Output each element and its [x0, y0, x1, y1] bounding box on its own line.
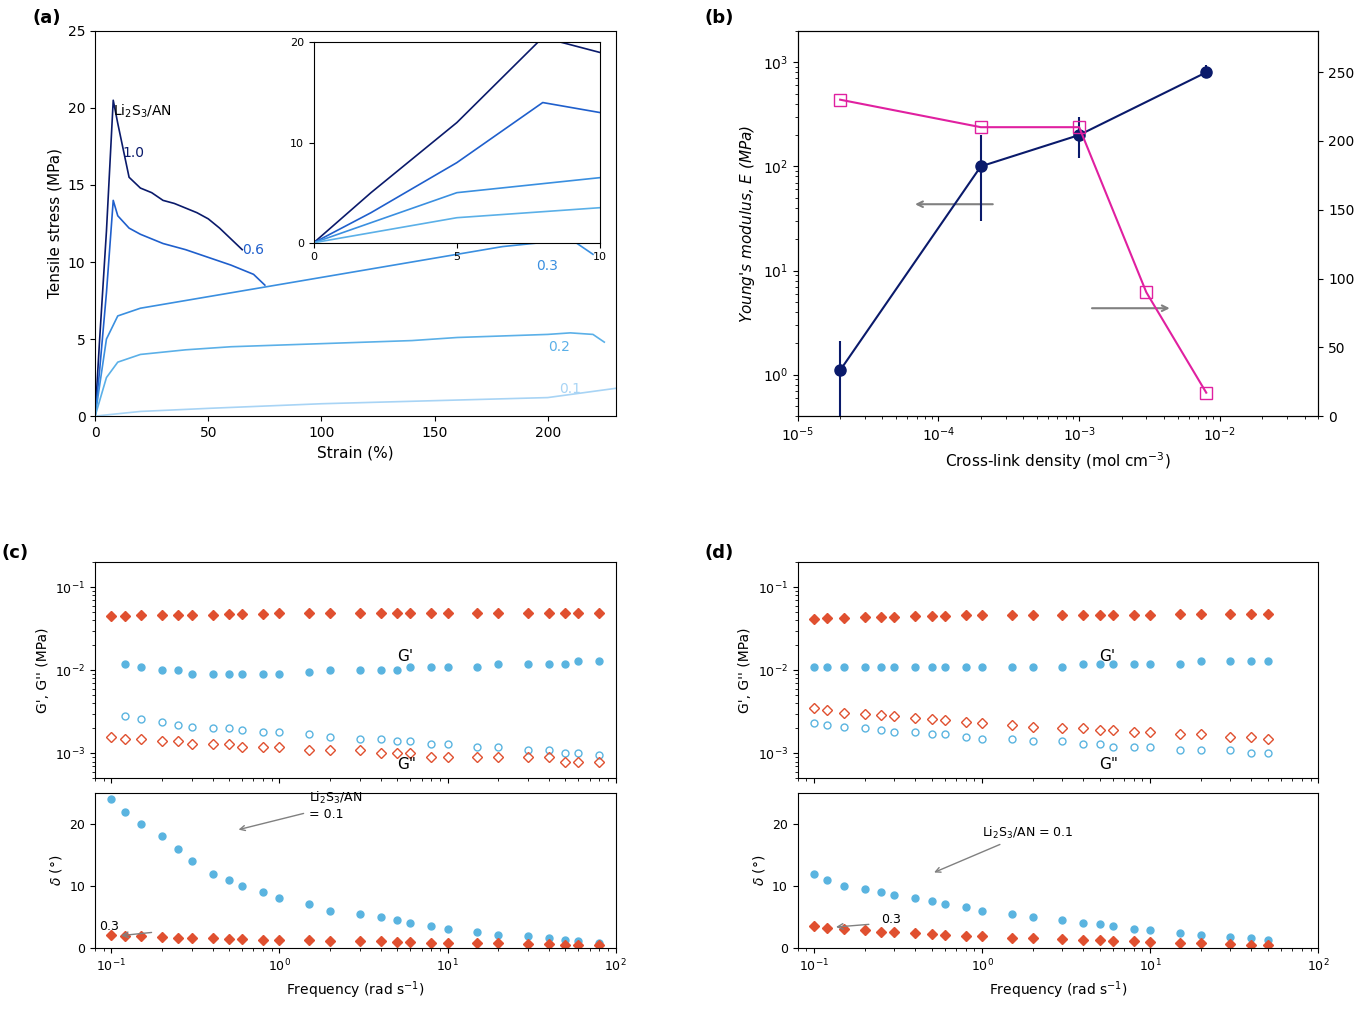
Text: (a): (a)	[33, 9, 61, 27]
Text: 0.3: 0.3	[537, 259, 559, 273]
Text: 0.3: 0.3	[881, 913, 901, 926]
Text: 1.0: 1.0	[122, 146, 144, 161]
Text: 0.1: 0.1	[559, 382, 582, 396]
Text: (b): (b)	[704, 9, 734, 27]
Text: Li$_2$S$_3$/AN = 0.1: Li$_2$S$_3$/AN = 0.1	[935, 824, 1074, 872]
X-axis label: Frequency (rad s$^{-1}$): Frequency (rad s$^{-1}$)	[287, 980, 424, 1001]
Text: G': G'	[1099, 649, 1116, 664]
Y-axis label: G', G'' (MPa): G', G'' (MPa)	[35, 627, 50, 713]
Text: 0.2: 0.2	[548, 340, 569, 354]
X-axis label: Cross-link density (mol cm$^{-3}$): Cross-link density (mol cm$^{-3}$)	[946, 450, 1171, 472]
Text: G': G'	[397, 649, 413, 664]
X-axis label: Frequency (rad s$^{-1}$): Frequency (rad s$^{-1}$)	[989, 980, 1127, 1001]
Text: 0.6: 0.6	[242, 243, 264, 258]
Y-axis label: G', G'' (MPa): G', G'' (MPa)	[738, 627, 753, 713]
Y-axis label: Tensile stress (MPa): Tensile stress (MPa)	[48, 148, 63, 299]
Text: (c): (c)	[1, 544, 29, 562]
Text: G": G"	[1099, 757, 1118, 772]
Text: 0.3: 0.3	[99, 921, 120, 933]
Y-axis label: $\delta$ (°): $\delta$ (°)	[48, 855, 64, 886]
Y-axis label: Young's modulus, $E$ (MPa): Young's modulus, $E$ (MPa)	[738, 125, 757, 322]
Text: Li$_2$S$_3$/AN: Li$_2$S$_3$/AN	[113, 103, 173, 121]
Text: Li$_2$S$_3$/AN
= 0.1: Li$_2$S$_3$/AN = 0.1	[241, 790, 363, 830]
Text: (d): (d)	[704, 544, 734, 562]
Y-axis label: $\delta$ (°): $\delta$ (°)	[750, 855, 766, 886]
Text: G": G"	[397, 757, 416, 772]
X-axis label: Strain (%): Strain (%)	[317, 445, 394, 460]
